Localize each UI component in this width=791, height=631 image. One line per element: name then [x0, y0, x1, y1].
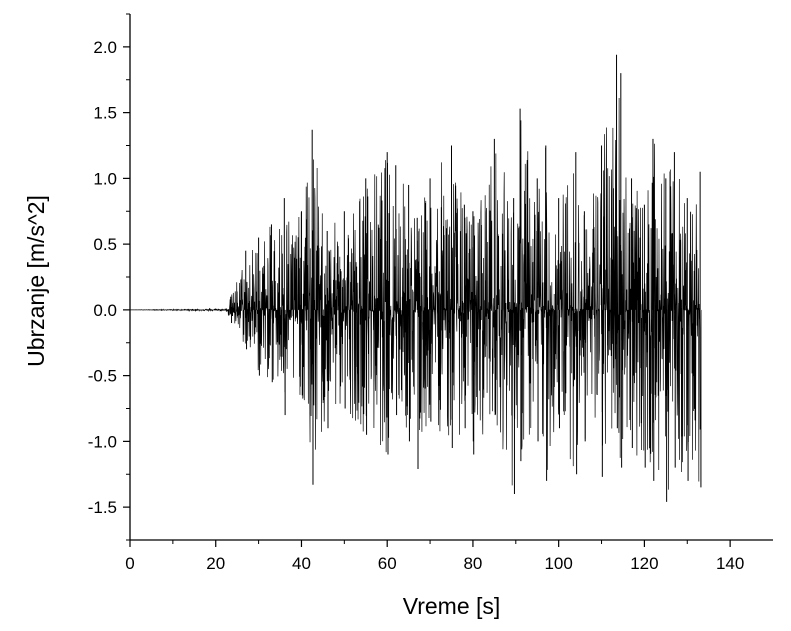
- y-tick-label: 0.0: [93, 301, 117, 320]
- y-tick-label: 1.0: [93, 169, 117, 188]
- x-tick-label: 0: [125, 554, 134, 573]
- y-tick-label: 1.5: [93, 104, 117, 123]
- ticks: 0 20 40 60 80 100 120 140 -1.5 -1.0 -0.5 0.0 0.5 1.0 1…: [88, 13, 744, 573]
- y-tick-label: 0.5: [93, 235, 117, 254]
- y-tick-label: -0.5: [88, 367, 117, 386]
- y-axis-title: Ubrzanje [m/s^2]: [23, 195, 49, 367]
- x-tick-label: 60: [378, 554, 397, 573]
- signal-line: [130, 97, 701, 490]
- x-axis-title: Vreme [s]: [403, 593, 501, 619]
- x-tick-label: 100: [544, 554, 572, 573]
- x-tick-label: 40: [292, 554, 311, 573]
- y-tick-label: 2.0: [93, 38, 117, 57]
- x-tick-label: 140: [716, 554, 744, 573]
- y-tick-label: -1.5: [88, 498, 117, 517]
- signal-trace: [130, 54, 702, 502]
- x-tick-label: 80: [463, 554, 482, 573]
- x-tick-label: 120: [630, 554, 658, 573]
- x-tick-label: 20: [206, 554, 225, 573]
- y-tick-label: -1.0: [88, 432, 117, 451]
